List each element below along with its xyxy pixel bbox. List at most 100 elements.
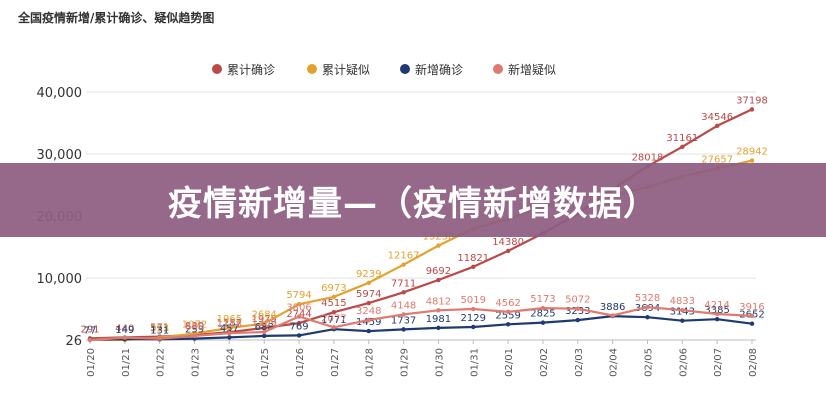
legend-label: 累计疑似 [322,62,370,77]
x-tick-label: 01/26 [295,348,306,377]
data-label: 259 [185,325,204,336]
data-label: 4812 [426,296,451,307]
data-point [366,280,371,286]
data-label: 1981 [426,314,451,325]
data-point [87,337,93,343]
data-point [331,294,337,300]
x-tick-label: 01/25 [260,348,271,377]
legend-label: 新增疑似 [508,62,556,77]
data-point [366,300,371,306]
data-point [296,314,302,319]
data-point [262,325,267,331]
data-label: 5072 [565,295,590,306]
data-point [436,277,441,283]
data-label: 131 [150,325,169,336]
data-point [436,325,441,331]
series-line-3 [89,315,753,341]
y-tick-label: 30,000 [37,148,83,163]
data-label: 5328 [635,293,660,304]
title-banner: 疫情新增量—（疫情新增数据） [0,163,826,237]
data-point [296,333,302,338]
data-label: 1287 [217,318,242,329]
data-point [122,335,128,340]
banner-title: 疫情新增量—（疫情新增数据） [168,183,658,224]
data-label: 3233 [565,306,590,317]
data-point [680,144,685,150]
data-point [436,243,441,248]
data-label: 2559 [495,310,520,321]
legend-label: 新增确诊 [415,62,463,77]
data-label: 3385 [704,305,729,316]
data-label: 34546 [701,112,733,123]
data-label: 4148 [391,300,416,311]
data-point [296,302,302,307]
data-label: 12167 [388,251,420,262]
data-point [401,290,406,295]
data-label: 4833 [670,296,695,307]
data-point [262,321,267,326]
data-point [714,316,720,322]
legend-marker [307,64,317,74]
data-point [471,264,476,270]
x-tick-label: 02/03 [574,348,585,377]
data-point [192,333,197,339]
data-point [575,317,580,323]
data-point [331,309,337,315]
data-label: 3248 [356,306,381,317]
data-label: 31161 [666,133,698,144]
legend-marker [212,64,222,74]
data-label: 830 [185,321,204,332]
data-label: 1965 [217,314,242,325]
x-tick-label: 02/06 [678,348,689,377]
data-label: 1309 [251,318,276,329]
y-tick-label: 10,000 [37,272,83,287]
y-tick-label: 40,000 [37,86,83,101]
data-label: 2077 [321,313,346,324]
data-point [610,313,615,318]
data-point [749,107,755,112]
data-label: 4562 [495,298,520,309]
data-point [505,309,511,315]
data-label: 769 [290,321,309,332]
x-tick-label: 01/24 [225,348,236,377]
data-label: 2129 [461,313,486,324]
data-point [401,312,406,317]
data-point [749,321,755,326]
x-tick-label: 02/07 [713,348,724,377]
x-tick-label: 01/23 [191,348,202,377]
data-point [296,320,302,326]
data-point [505,248,511,254]
data-label: 1737 [391,315,416,326]
series-line-4 [89,306,753,342]
data-label: 14380 [492,237,524,248]
data-point [227,325,232,331]
data-label: 571 [150,323,169,334]
data-label: 9239 [356,269,381,280]
data-label: 4515 [321,298,346,309]
data-point [157,336,162,341]
data-label: 11821 [457,253,489,264]
x-tick-label: 01/31 [469,348,480,377]
data-label: 5019 [461,295,486,306]
x-tick-label: 02/05 [643,348,654,377]
data-label: 393 [150,324,169,335]
x-tick-label: 02/08 [748,348,759,377]
data-label: 1118 [217,319,242,330]
legend-label: 累计确诊 [227,63,275,77]
data-label: 1771 [321,315,346,326]
data-point [227,331,232,336]
data-label: 457 [220,323,239,334]
data-label: 2684 [251,310,276,321]
data-point [262,329,267,335]
data-label: 3806 [286,303,311,314]
data-label: 3886 [600,302,625,313]
x-tick-label: 01/20 [86,348,97,377]
x-tick-label: 02/02 [539,348,550,377]
data-point [714,123,720,129]
data-point [366,317,371,323]
data-point [645,315,650,320]
data-point [227,335,232,340]
data-label: 1459 [356,317,381,328]
x-tick-label: 01/22 [156,348,167,377]
chart-title: 全国疫情新增/累计确诊、疑似趋势图 [18,11,215,25]
